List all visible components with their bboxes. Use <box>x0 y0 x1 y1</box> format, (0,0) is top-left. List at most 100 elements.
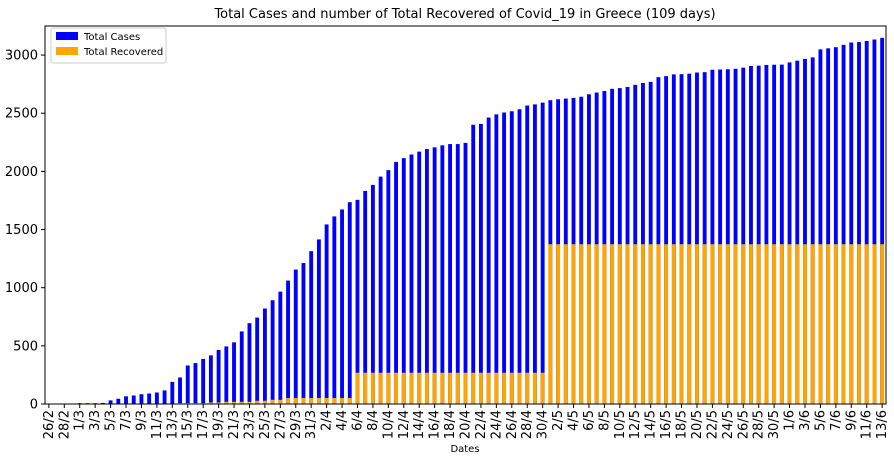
bar-total-cases <box>255 317 260 404</box>
x-tick-label: 14/4 <box>412 410 427 439</box>
bar-total-recovered <box>787 244 792 404</box>
bar-total-recovered <box>355 372 360 404</box>
x-tick-label: 8/4 <box>366 410 381 431</box>
bar-total-recovered <box>795 244 800 404</box>
bar-total-cases <box>332 216 337 404</box>
x-tick-label: 16/5 <box>659 410 674 439</box>
x-tick-label: 30/4 <box>536 410 551 439</box>
x-tick-label: 2/4 <box>320 410 335 431</box>
bar-total-cases <box>810 57 815 405</box>
x-tick-label: 3/6 <box>798 410 813 431</box>
x-tick-label: 8/5 <box>597 410 612 431</box>
bar-total-recovered <box>725 244 730 404</box>
x-tick-label: 15/3 <box>181 410 196 439</box>
bar-total-cases <box>309 251 314 404</box>
bar-total-cases <box>293 269 298 404</box>
bar-total-recovered <box>764 244 769 404</box>
bar-total-recovered <box>849 244 854 404</box>
bar-total-recovered <box>818 244 823 404</box>
x-tick-label: 18/5 <box>675 410 690 439</box>
bar-total-recovered <box>509 372 514 404</box>
x-tick-label: 17/3 <box>196 410 211 439</box>
bar-total-recovered <box>826 244 831 404</box>
bar-total-cases <box>409 154 414 404</box>
x-tick-label: 5/3 <box>104 410 119 431</box>
bar-total-cases <box>779 64 784 405</box>
bar-total-recovered <box>232 401 236 404</box>
bar-total-recovered <box>255 400 260 404</box>
bar-total-cases <box>116 398 121 404</box>
y-tick-label: 500 <box>13 339 38 354</box>
x-tick-label: 22/5 <box>705 410 720 439</box>
bar-total-recovered <box>401 372 406 404</box>
bar-total-cases <box>479 123 483 405</box>
bar-total-recovered <box>880 244 885 404</box>
bar-total-recovered <box>741 244 746 404</box>
bar-total-cases <box>710 69 715 404</box>
bar-total-recovered <box>332 397 337 404</box>
bar-total-recovered <box>471 372 476 404</box>
x-tick-label: 14/5 <box>644 410 659 439</box>
bar-total-recovered <box>448 372 452 404</box>
legend: Total Cases Total Recovered <box>50 27 167 64</box>
bar-total-cases <box>270 300 275 404</box>
x-tick-label: 6/4 <box>350 410 365 431</box>
bar-total-cases <box>486 117 491 404</box>
bar-total-recovered <box>424 372 429 404</box>
bar-total-cases <box>201 358 206 404</box>
bar-total-recovered <box>432 372 437 404</box>
bar-total-cases <box>224 346 229 404</box>
bar-total-recovered <box>710 244 715 404</box>
bar-total-recovered <box>602 244 607 404</box>
y-tick-label: 2000 <box>5 165 38 180</box>
bar-total-recovered <box>756 244 761 404</box>
bar-total-cases <box>347 202 352 404</box>
bar-total-recovered <box>286 397 290 404</box>
x-axis-title: Dates <box>450 444 479 455</box>
bar-total-cases <box>262 308 267 404</box>
bar-total-recovered <box>664 244 669 404</box>
x-tick-label: 6/5 <box>582 410 597 431</box>
x-tick-label: 18/4 <box>443 410 458 439</box>
x-tick-label: 27/3 <box>273 410 288 439</box>
bar-total-cases <box>818 49 823 404</box>
x-tick-label: 5/6 <box>813 410 828 431</box>
x-tick-label: 9/3 <box>134 410 149 431</box>
bar-total-cases <box>355 199 360 404</box>
bar-total-cases <box>872 39 877 405</box>
bar-total-recovered <box>556 244 561 404</box>
bar-total-recovered <box>262 400 267 404</box>
bar-total-cases <box>448 144 452 405</box>
bar-total-cases <box>849 42 854 405</box>
bar-total-recovered <box>347 397 352 404</box>
bar-total-cases <box>864 41 869 404</box>
x-tick-label: 28/2 <box>57 410 72 439</box>
bar-total-cases <box>370 184 375 404</box>
bar-total-cases <box>764 64 769 405</box>
bar-total-cases <box>749 66 753 404</box>
x-tick-label: 12/4 <box>397 410 412 439</box>
bar-total-recovered <box>340 397 344 404</box>
x-tick-label: 23/3 <box>242 410 257 439</box>
bar-total-cases <box>826 48 831 404</box>
x-tick-label: 10/5 <box>613 410 628 439</box>
bar-total-recovered <box>648 244 653 404</box>
bar-total-recovered <box>803 244 807 404</box>
bar-total-cases <box>124 396 128 404</box>
bar-total-recovered <box>479 372 483 404</box>
x-tick-label: 20/4 <box>459 410 474 439</box>
bar-total-cases <box>232 342 236 404</box>
bar-total-recovered <box>363 372 368 404</box>
bar-total-recovered <box>810 244 815 404</box>
bar-total-cases <box>139 394 144 404</box>
bar-total-cases <box>540 102 545 405</box>
y-tick-label: 1500 <box>5 223 38 238</box>
bar-total-recovered <box>502 372 507 404</box>
bar-total-cases <box>363 190 368 404</box>
chart-title: Total Cases and number of Total Recovere… <box>213 7 715 22</box>
legend-swatch-total-cases <box>56 32 78 40</box>
bar-total-cases <box>857 42 861 405</box>
legend-box <box>50 27 167 64</box>
bar-total-recovered <box>270 399 275 404</box>
bar-total-cases <box>178 377 182 404</box>
